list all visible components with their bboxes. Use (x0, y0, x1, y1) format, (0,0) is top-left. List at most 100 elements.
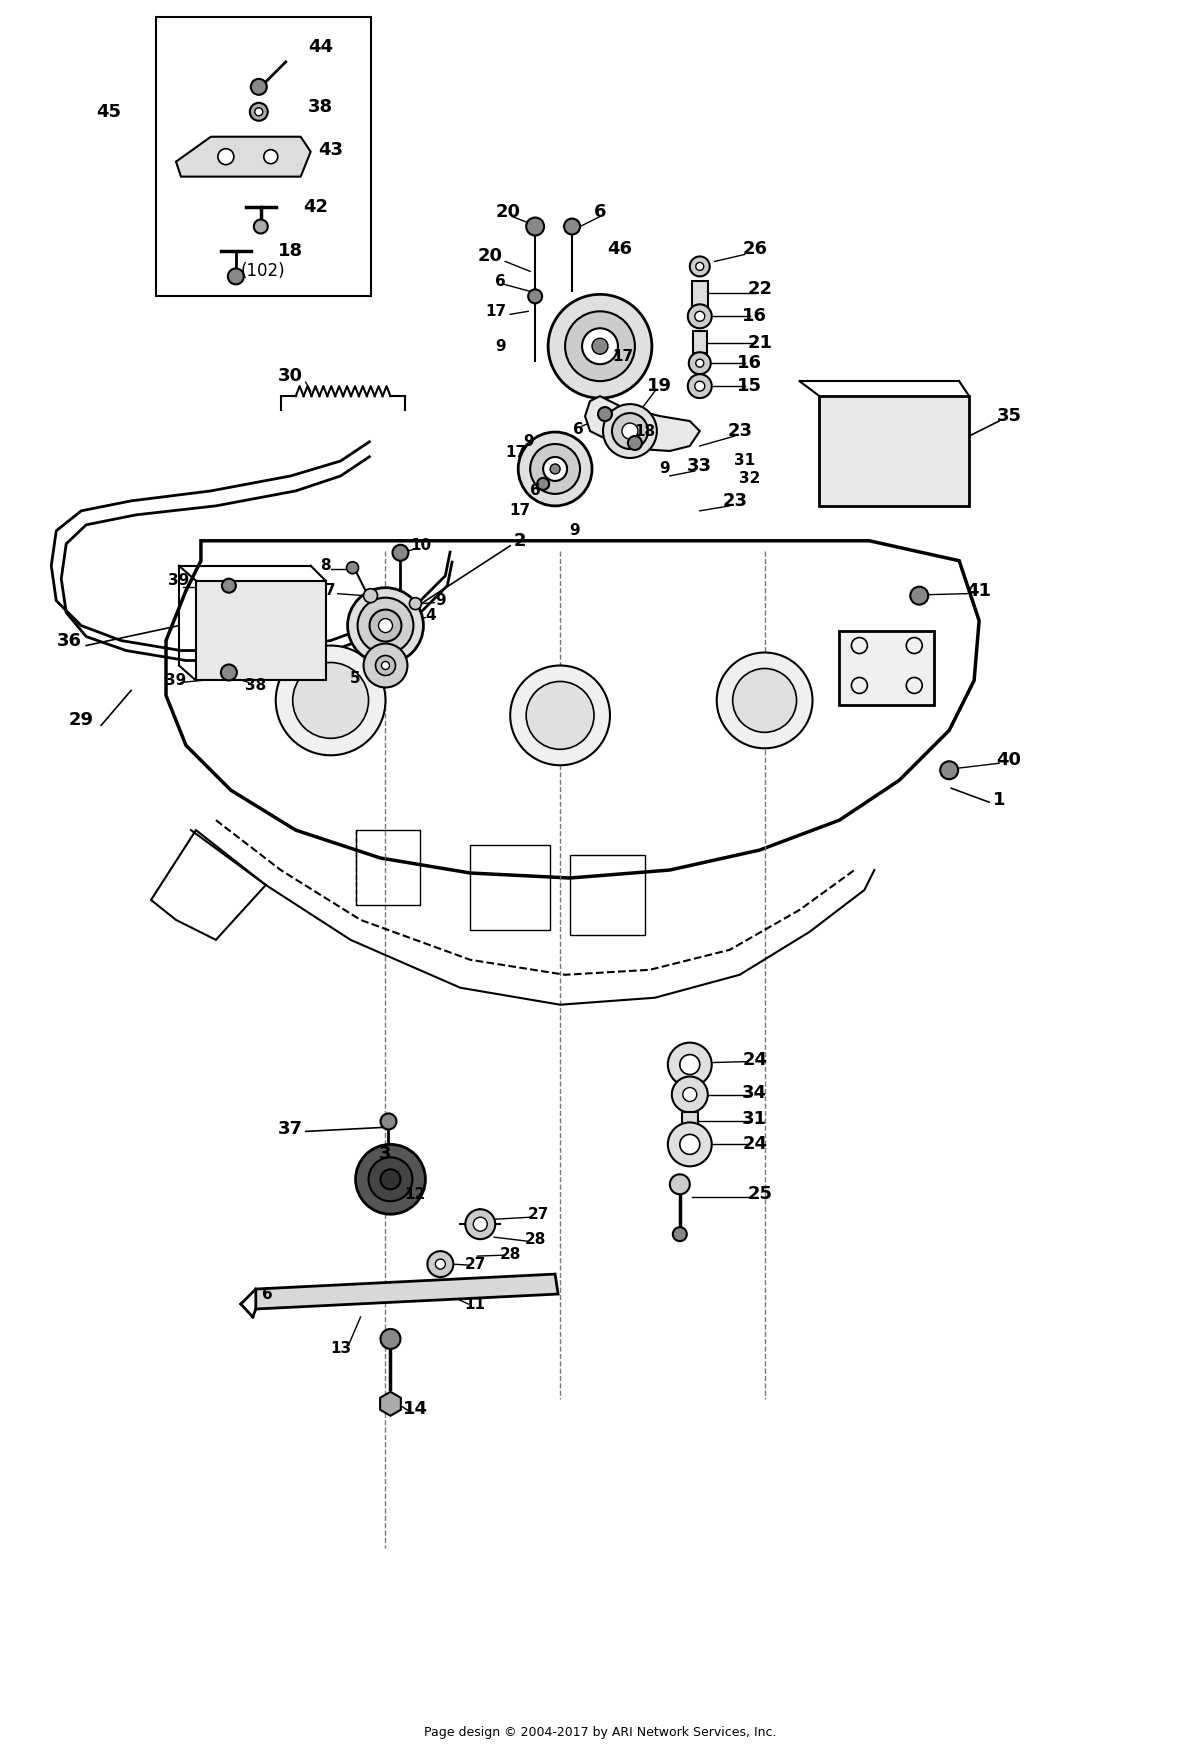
Bar (682, 1112, 697, 1135)
Text: 8: 8 (320, 558, 331, 573)
Text: 6: 6 (263, 1286, 274, 1302)
Circle shape (941, 762, 958, 779)
Text: 17: 17 (612, 348, 634, 364)
Circle shape (612, 413, 648, 449)
Bar (692, 331, 707, 354)
Text: 1: 1 (992, 792, 1006, 809)
Circle shape (370, 610, 402, 642)
Text: 23: 23 (727, 422, 752, 440)
Text: 31: 31 (734, 454, 755, 468)
Text: 12: 12 (404, 1187, 426, 1201)
Circle shape (690, 257, 709, 276)
Text: (102): (102) (240, 262, 286, 280)
Circle shape (716, 653, 812, 748)
Text: 16: 16 (742, 308, 767, 325)
Circle shape (680, 1135, 700, 1154)
Circle shape (628, 436, 642, 450)
Text: 35: 35 (996, 406, 1021, 426)
Circle shape (436, 1259, 445, 1268)
Circle shape (696, 359, 703, 368)
Bar (570, 855, 644, 934)
Circle shape (218, 150, 234, 165)
Text: Page design © 2004-2017 by ARI Network Services, Inc.: Page design © 2004-2017 by ARI Network S… (424, 1726, 776, 1738)
Circle shape (380, 1170, 401, 1189)
Text: 43: 43 (318, 141, 343, 158)
Circle shape (668, 1122, 712, 1166)
Circle shape (911, 588, 929, 605)
Circle shape (364, 644, 408, 688)
Circle shape (526, 218, 544, 236)
Circle shape (688, 375, 712, 398)
Circle shape (526, 681, 594, 749)
Bar (156, 18, 371, 296)
Text: 20: 20 (496, 202, 521, 220)
Text: 26: 26 (742, 241, 767, 259)
Text: 21: 21 (748, 334, 772, 352)
Text: 46: 46 (607, 241, 632, 259)
Bar (355, 830, 420, 904)
Text: 15: 15 (737, 376, 762, 396)
Polygon shape (176, 137, 311, 176)
Circle shape (250, 102, 268, 121)
Circle shape (668, 1043, 712, 1087)
Circle shape (409, 598, 421, 610)
Text: 9: 9 (570, 524, 581, 538)
Text: 18: 18 (635, 424, 655, 438)
Text: 17: 17 (486, 304, 506, 318)
Text: 9: 9 (660, 461, 670, 477)
Circle shape (672, 1077, 708, 1112)
Circle shape (565, 311, 635, 382)
Circle shape (348, 588, 424, 663)
Text: 27: 27 (464, 1256, 486, 1272)
Text: 38: 38 (245, 677, 266, 693)
Circle shape (347, 561, 359, 573)
Circle shape (695, 382, 704, 390)
Text: 45: 45 (97, 102, 121, 121)
Text: 44: 44 (308, 39, 334, 56)
Text: 16: 16 (737, 354, 762, 373)
Circle shape (222, 579, 236, 593)
Text: 3: 3 (379, 1145, 391, 1163)
Polygon shape (380, 1391, 401, 1416)
Text: 6: 6 (494, 274, 505, 288)
Text: 33: 33 (688, 457, 713, 475)
Circle shape (302, 1286, 319, 1302)
Text: 9: 9 (494, 339, 505, 354)
Text: 34: 34 (742, 1084, 767, 1101)
Circle shape (378, 619, 392, 633)
Circle shape (254, 107, 263, 116)
Circle shape (592, 338, 608, 354)
Circle shape (518, 433, 592, 507)
Circle shape (544, 457, 568, 480)
Circle shape (683, 1087, 697, 1101)
Text: 17: 17 (510, 503, 530, 519)
Bar (470, 844, 550, 931)
Circle shape (696, 262, 703, 271)
Circle shape (251, 79, 266, 95)
Circle shape (733, 668, 797, 732)
Circle shape (598, 406, 612, 420)
Circle shape (376, 656, 396, 675)
Circle shape (673, 1228, 686, 1242)
Text: 32: 32 (739, 471, 761, 487)
Circle shape (368, 1157, 413, 1201)
Text: 7: 7 (325, 584, 336, 598)
Circle shape (427, 1251, 454, 1277)
Text: 2: 2 (514, 531, 527, 551)
Circle shape (254, 220, 268, 234)
Text: 36: 36 (56, 631, 82, 649)
Polygon shape (586, 396, 700, 450)
Circle shape (530, 443, 580, 494)
Text: 13: 13 (330, 1342, 352, 1356)
Circle shape (538, 478, 550, 491)
Circle shape (688, 304, 712, 329)
Text: 10: 10 (410, 538, 431, 554)
Text: 9: 9 (523, 433, 534, 449)
Circle shape (466, 1208, 496, 1238)
Circle shape (510, 665, 610, 765)
Polygon shape (256, 1274, 558, 1309)
Text: 24: 24 (742, 1135, 767, 1154)
Circle shape (264, 150, 277, 164)
Text: 31: 31 (742, 1110, 767, 1129)
Text: 24: 24 (742, 1050, 767, 1068)
